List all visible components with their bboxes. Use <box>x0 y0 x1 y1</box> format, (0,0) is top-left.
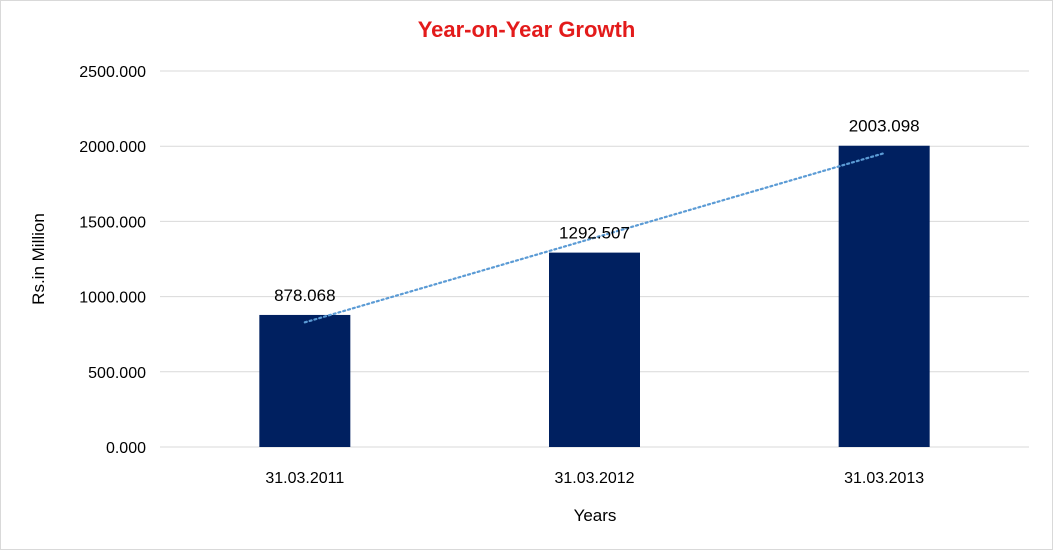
y-tick-label: 1000.000 <box>79 290 146 307</box>
y-tick-label: 1500.000 <box>79 214 146 231</box>
x-axis-ticks: 31.03.2011 31.03.2012 31.03.2013 <box>265 470 924 487</box>
bar <box>838 145 930 447</box>
bar <box>259 314 351 447</box>
trendline <box>303 152 886 324</box>
y-axis-title: Rs.in Million <box>29 213 48 305</box>
data-label: 2003.098 <box>849 117 920 136</box>
chart-title: Year-on-Year Growth <box>417 17 636 42</box>
x-tick-label: 31.03.2012 <box>554 470 634 487</box>
y-tick-label: 2500.000 <box>79 64 146 81</box>
x-tick-label: 31.03.2013 <box>844 470 924 487</box>
bar <box>549 252 640 447</box>
trendline-group <box>303 152 886 324</box>
data-labels: 878.068 1292.507 2003.098 <box>274 117 920 305</box>
y-tick-label: 0.000 <box>106 440 146 457</box>
y-axis-ticks: 0.000 500.000 1000.000 1500.000 2000.000 2500… <box>79 64 146 457</box>
x-axis-title: Years <box>574 506 617 525</box>
data-label: 1292.507 <box>559 224 630 243</box>
data-label: 878.068 <box>274 286 335 305</box>
y-tick-label: 500.000 <box>88 365 146 382</box>
x-tick-label: 31.03.2011 <box>265 470 344 487</box>
y-tick-label: 2000.000 <box>79 139 146 156</box>
bars <box>259 145 930 447</box>
